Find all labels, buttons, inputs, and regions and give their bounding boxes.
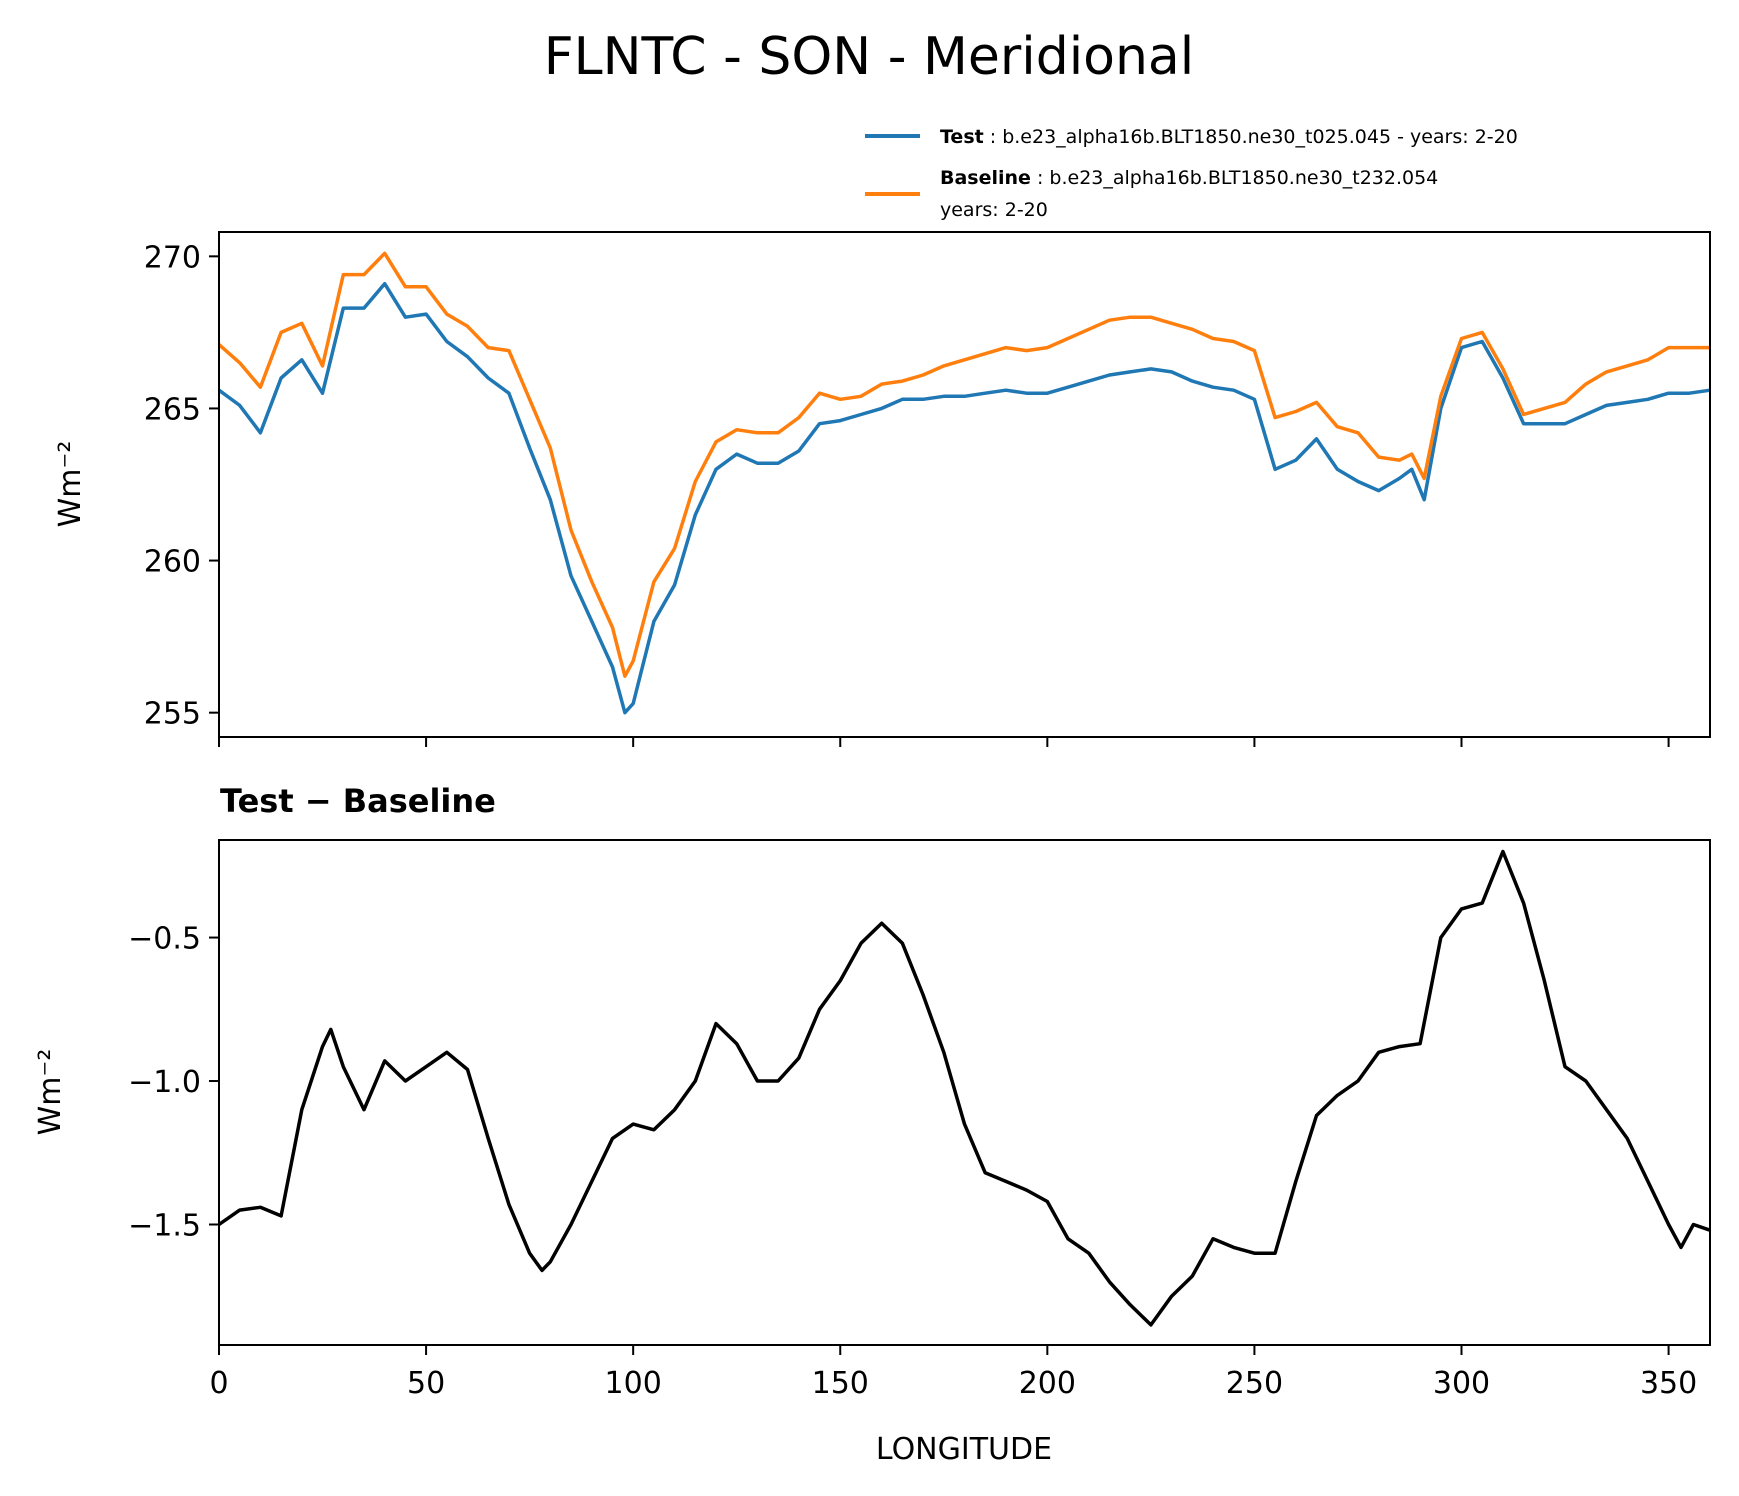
legend-name-test: Test xyxy=(940,126,984,148)
x-tick-label: 0 xyxy=(209,1366,228,1401)
baseline-series-line xyxy=(217,251,1710,678)
bottom-y-axis-label: Wm⁻² xyxy=(33,1049,68,1136)
test-series-line xyxy=(217,281,1711,715)
y-tick-label: −1.5 xyxy=(128,1208,201,1243)
top-series xyxy=(217,251,1711,715)
legend-name-baseline: Baseline xyxy=(940,167,1031,189)
legend-label-test: Test : b.e23_alpha16b.BLT1850.ne30_t025.… xyxy=(940,126,1518,148)
top-axes-frame xyxy=(218,231,1711,738)
legend-sep-baseline: : xyxy=(1031,167,1049,189)
x-tick-label: 100 xyxy=(605,1366,662,1401)
top-panel: 255 260 265 270 Wm⁻² xyxy=(53,231,1711,747)
bottom-panel-title: Test − Baseline xyxy=(220,782,496,820)
y-tick-label: −1.0 xyxy=(128,1065,201,1100)
y-tick-label: 255 xyxy=(144,697,201,732)
bottom-x-ticks: 0 50 100 150 200 250 300 350 xyxy=(209,1345,1697,1401)
legend: Test : b.e23_alpha16b.BLT1850.ne30_t025.… xyxy=(865,126,1518,221)
x-tick-label: 300 xyxy=(1433,1366,1490,1401)
y-tick-label: 260 xyxy=(144,545,201,580)
bottom-panel: Test − Baseline −1.5 −1.0 −0.5 0 50 100 150 20… xyxy=(33,782,1711,1467)
bottom-y-ticks: −1.5 −1.0 −0.5 xyxy=(128,922,219,1243)
chart-title: FLNTC - SON - Meridional xyxy=(544,27,1195,87)
x-tick-label: 350 xyxy=(1640,1366,1697,1401)
legend-label-baseline: Baseline : b.e23_alpha16b.BLT1850.ne30_t… xyxy=(940,167,1438,189)
y-tick-label: 270 xyxy=(144,240,201,275)
x-tick-label: 50 xyxy=(407,1366,445,1401)
top-y-axis-label: Wm⁻² xyxy=(53,441,88,528)
bottom-series xyxy=(218,849,1711,1327)
top-y-ticks: 255 260 265 270 xyxy=(144,240,219,732)
legend-text-test: b.e23_alpha16b.BLT1850.ne30_t025.045 - y… xyxy=(1002,126,1518,148)
legend-sep-test: : xyxy=(984,126,1002,148)
top-x-ticks xyxy=(218,737,1670,747)
x-tick-label: 150 xyxy=(812,1366,869,1401)
y-tick-label: −0.5 xyxy=(128,922,201,957)
x-tick-label: 200 xyxy=(1019,1366,1076,1401)
difference-series-line xyxy=(218,849,1711,1327)
legend-text-baseline-line2: years: 2-20 xyxy=(940,199,1048,221)
x-axis-label: LONGITUDE xyxy=(876,1432,1052,1467)
x-tick-label: 250 xyxy=(1226,1366,1283,1401)
legend-text-baseline: b.e23_alpha16b.BLT1850.ne30_t232.054 xyxy=(1049,167,1438,189)
y-tick-label: 265 xyxy=(144,392,201,427)
bottom-axes-frame xyxy=(218,839,1711,1346)
